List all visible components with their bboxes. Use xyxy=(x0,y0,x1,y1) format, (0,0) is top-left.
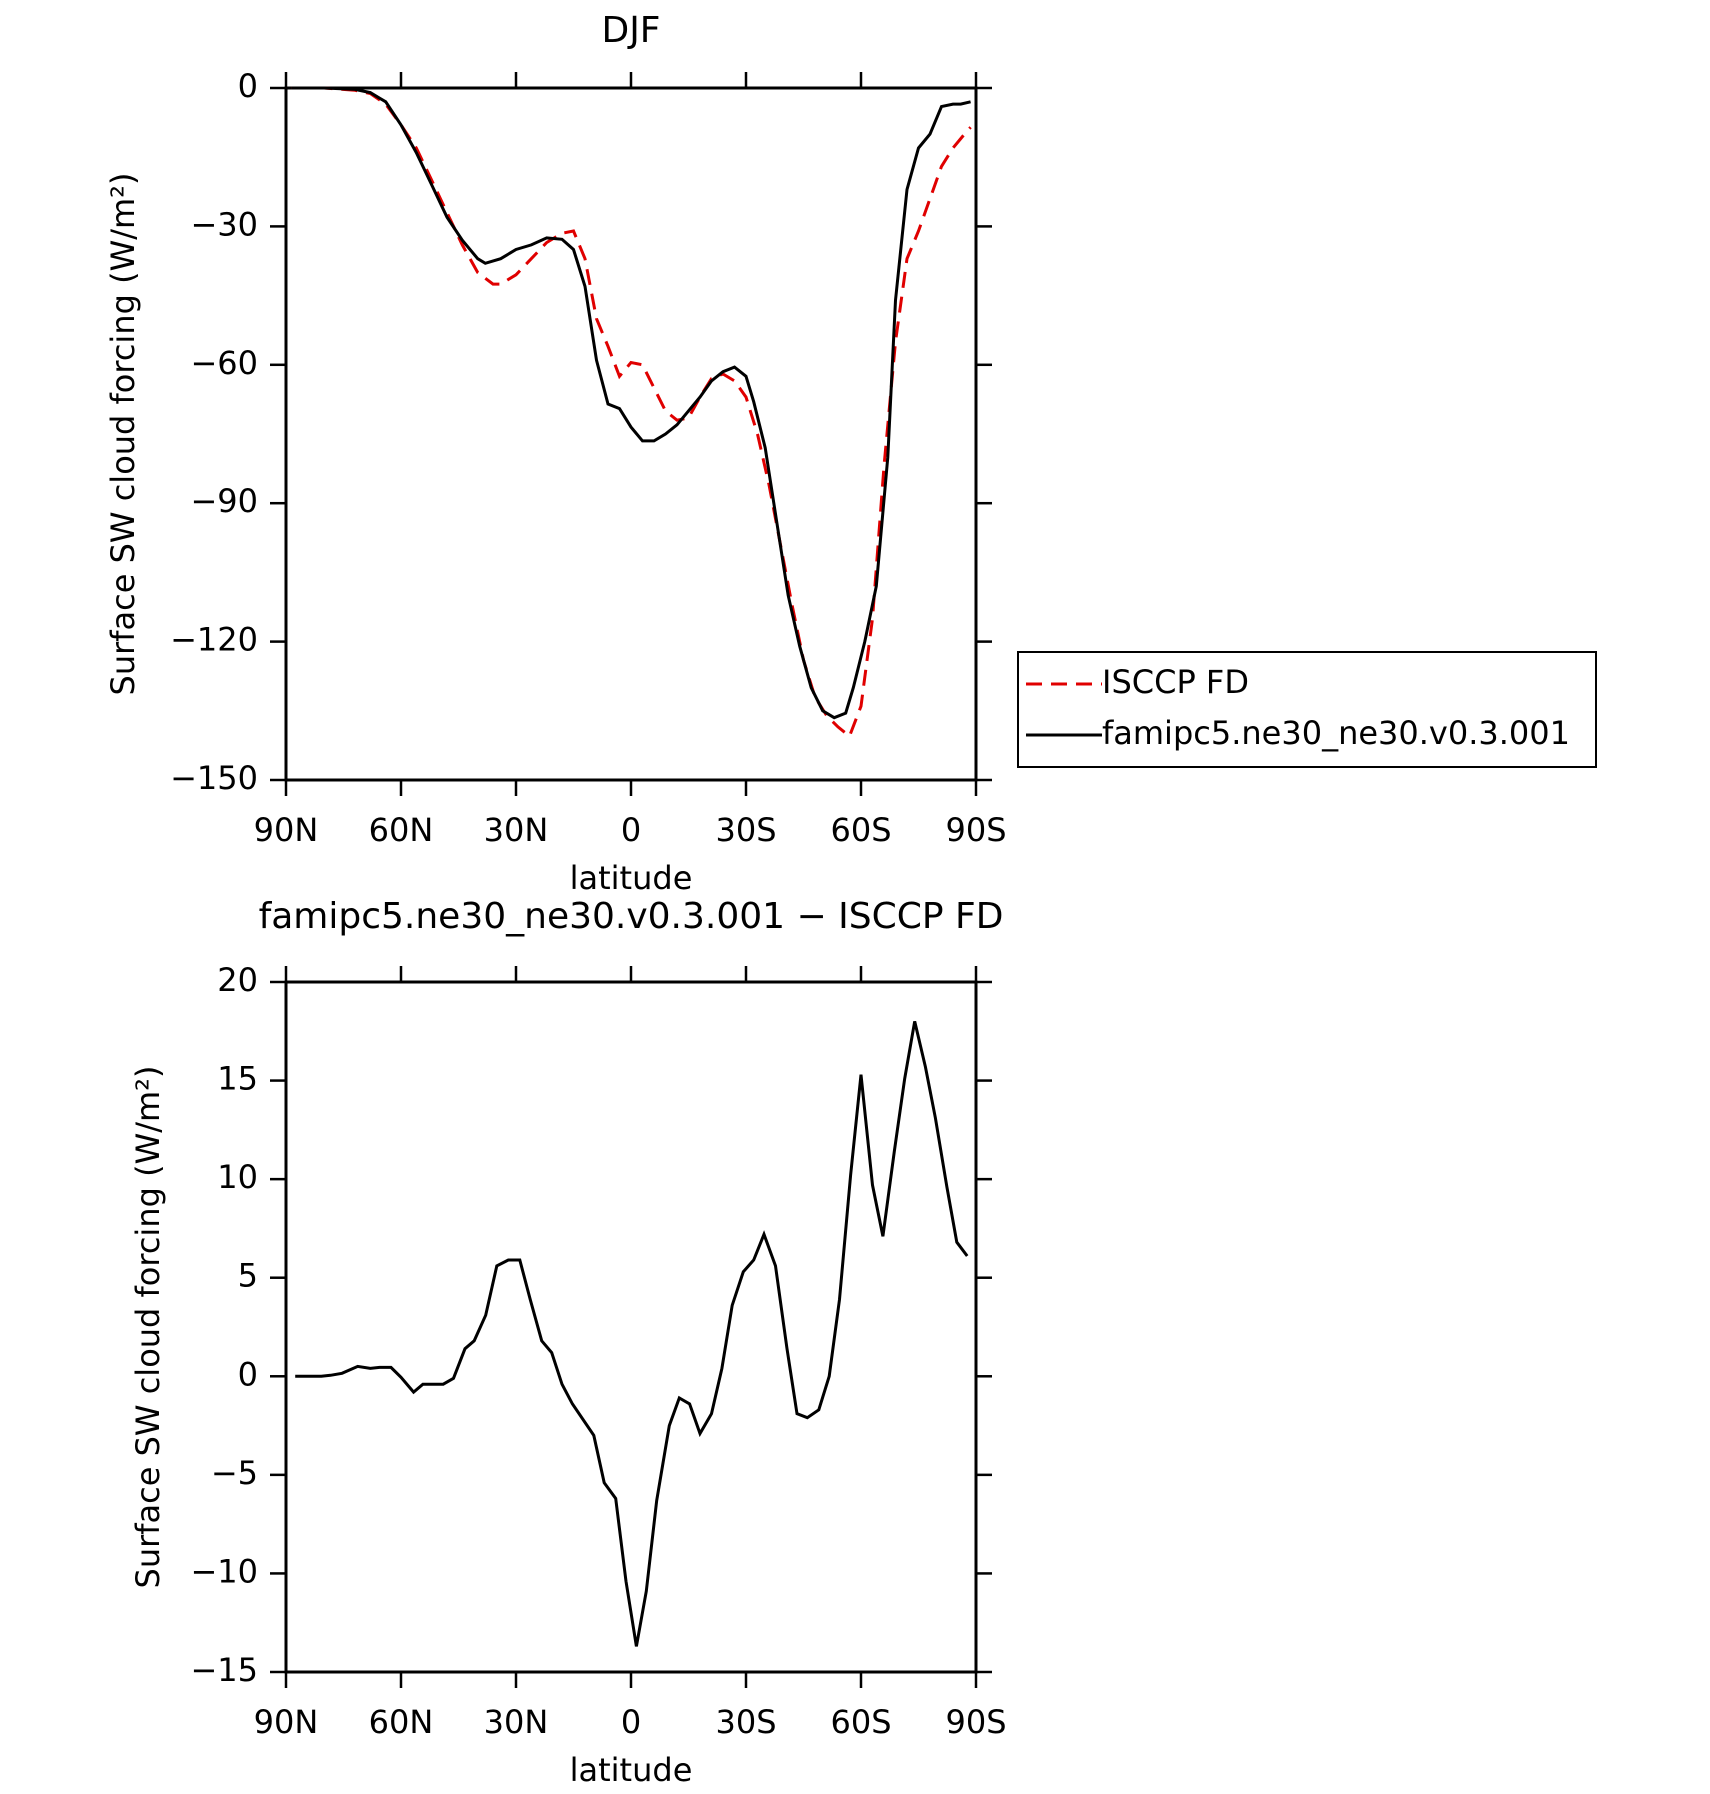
x-tick-label: 30N xyxy=(484,811,549,849)
x-tick-label: 30S xyxy=(715,811,776,849)
y-tick-label: 0 xyxy=(238,1355,258,1393)
chart-title: famipc5.ne30_ne30.v0.3.001 − ISCCP FD xyxy=(259,896,1004,937)
y-tick-label: −90 xyxy=(190,482,258,520)
data-line xyxy=(291,86,971,720)
y-tick-label: −30 xyxy=(190,205,258,243)
y-tick-label: 0 xyxy=(238,67,258,105)
y-axis-label: Surface SW cloud forcing (W/m²) xyxy=(104,173,142,696)
y-tick-label: 10 xyxy=(217,1158,258,1196)
y-tick-label: −150 xyxy=(170,759,258,797)
y-tick-label: −5 xyxy=(211,1454,258,1492)
x-axis-label: latitude xyxy=(570,1751,693,1789)
x-axis-label: latitude xyxy=(570,859,693,897)
legend-label: famipc5.ne30_ne30.v0.3.001 xyxy=(1102,714,1570,752)
x-tick-label: 90S xyxy=(945,1703,1006,1741)
data-line xyxy=(291,86,972,739)
x-tick-label: 90S xyxy=(945,811,1006,849)
x-tick-label: 60N xyxy=(369,811,434,849)
y-tick-label: 20 xyxy=(217,961,258,999)
y-tick-label: −120 xyxy=(170,621,258,659)
legend-box xyxy=(1017,651,1597,768)
y-tick-label: −15 xyxy=(190,1651,258,1689)
y-tick-label: −60 xyxy=(190,344,258,382)
y-axis-label: Surface SW cloud forcing (W/m²) xyxy=(129,1066,167,1589)
y-tick-label: 5 xyxy=(238,1257,258,1295)
x-tick-label: 60S xyxy=(830,1703,891,1741)
x-tick-label: 90N xyxy=(254,1703,319,1741)
x-tick-label: 60S xyxy=(830,811,891,849)
data-line xyxy=(295,1021,969,1647)
y-tick-label: 15 xyxy=(217,1060,258,1098)
x-tick-label: 30S xyxy=(715,1703,776,1741)
x-tick-label: 0 xyxy=(621,1703,641,1741)
x-tick-label: 0 xyxy=(621,811,641,849)
x-tick-label: 30N xyxy=(484,1703,549,1741)
x-tick-label: 60N xyxy=(369,1703,434,1741)
plot-frame xyxy=(284,980,978,1674)
plot-frame xyxy=(284,86,978,782)
y-tick-label: −10 xyxy=(190,1552,258,1590)
legend-label: ISCCP FD xyxy=(1102,663,1249,701)
chart-title: DJF xyxy=(601,10,660,51)
x-tick-label: 90N xyxy=(254,811,319,849)
